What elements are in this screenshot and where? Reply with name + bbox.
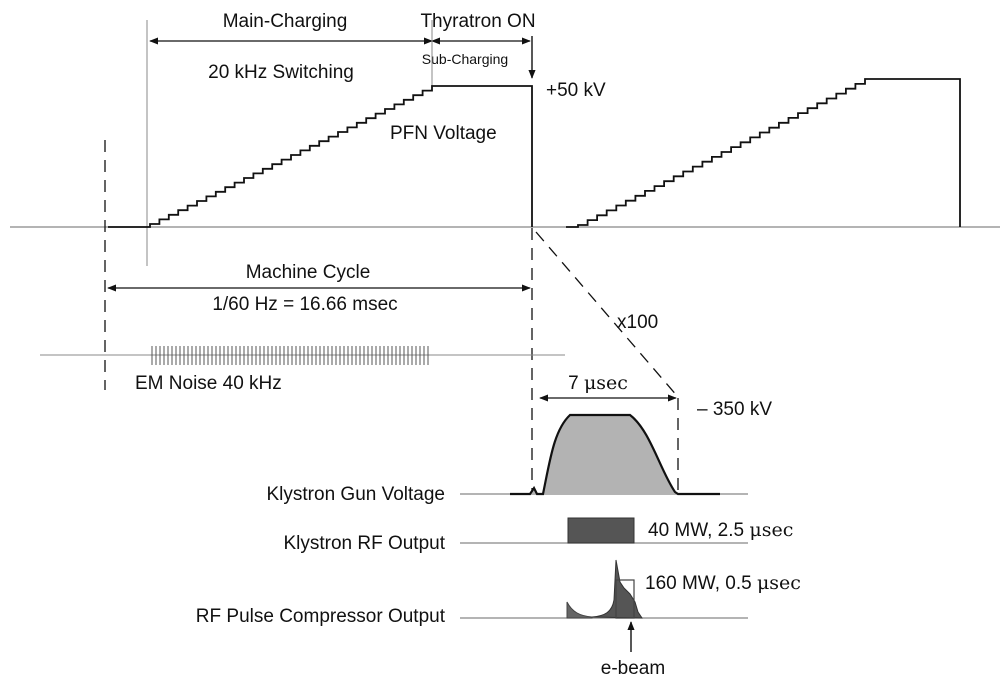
compressor-spec: 160 MW, 0.5 μsec [645, 572, 801, 594]
machine-cycle-period: 1/60 Hz = 16.66 msec [212, 294, 397, 315]
compressor-precursor [566, 601, 593, 619]
thyratron-on-label: Thyratron ON [420, 11, 535, 32]
machine-cycle-label: Machine Cycle [246, 262, 371, 283]
compressor-window-box [615, 579, 635, 619]
zoom-dashed-line [535, 231, 679, 398]
gun-voltage-pulse [510, 413, 720, 496]
pulse-width-label: 7 μsec [568, 372, 628, 394]
pfn-voltage-waveform-next-cycle [566, 78, 961, 228]
pfn-voltage-label: PFN Voltage [390, 123, 497, 144]
sub-charging-label: Sub-Charging [422, 51, 508, 67]
gun-voltage-label: Klystron Gun Voltage [267, 484, 446, 505]
compressor-spike [591, 559, 643, 619]
compressor-output-label: RF Pulse Compressor Output [196, 606, 446, 627]
ebeam-label: e-beam [601, 658, 665, 679]
rf-output-label: Klystron RF Output [283, 533, 445, 554]
em-noise-label: EM Noise 40 kHz [135, 373, 282, 394]
main-charging-label: Main-Charging [223, 11, 348, 32]
peak-voltage-label: – 350 kV [697, 399, 772, 420]
voltage-level-label: +50 kV [546, 80, 606, 101]
em-noise-ticks [151, 346, 429, 365]
zoom-factor-label: x100 [617, 312, 658, 333]
pfn-voltage-waveform [108, 85, 533, 228]
rf-output-spec: 40 MW, 2.5 μsec [648, 519, 793, 541]
switching-label: 20 kHz Switching [208, 62, 354, 83]
rf-output-pulse [567, 517, 635, 544]
